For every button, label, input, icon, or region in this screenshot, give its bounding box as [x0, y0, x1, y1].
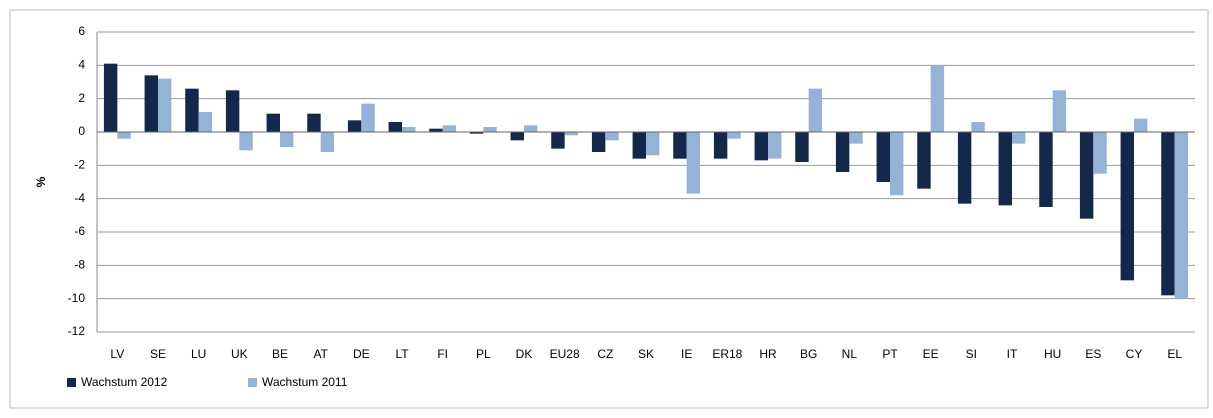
y-tick-label: -2 — [74, 158, 85, 172]
x-tick-label: CZ — [597, 347, 613, 361]
bar — [361, 103, 375, 132]
legend-swatch — [67, 378, 76, 387]
bar — [768, 132, 782, 159]
bar — [1134, 118, 1148, 132]
x-tick-label: ES — [1085, 347, 1101, 361]
bar — [1012, 132, 1026, 144]
x-tick-label: EU28 — [550, 347, 580, 361]
bar — [564, 132, 579, 136]
bar — [225, 90, 240, 132]
x-tick-label: BG — [800, 347, 817, 361]
bar — [402, 127, 416, 132]
bar — [632, 132, 646, 159]
x-tick-label: LT — [395, 347, 409, 361]
bar — [646, 132, 660, 156]
bar — [591, 132, 606, 152]
x-tick-label: SI — [966, 347, 977, 361]
bar — [103, 63, 118, 132]
bar — [795, 132, 809, 162]
legend-swatch — [248, 378, 257, 387]
bar — [835, 132, 850, 172]
bar — [442, 125, 457, 132]
chart-border — [9, 9, 1209, 409]
bar — [1039, 132, 1053, 207]
x-tick-label: PL — [476, 347, 491, 361]
bar — [998, 132, 1012, 206]
x-tick-label: EE — [923, 347, 939, 361]
bar — [266, 113, 280, 132]
bar — [144, 75, 158, 132]
bar — [388, 122, 402, 132]
y-tick-label: 2 — [78, 91, 85, 105]
y-tick-label: 0 — [78, 124, 85, 138]
x-tick-label: HR — [759, 347, 777, 361]
y-axis-label: % — [34, 176, 48, 187]
bar — [930, 65, 945, 132]
x-tick-label: BE — [272, 347, 288, 361]
bar — [876, 132, 890, 182]
bar — [524, 125, 538, 132]
bar — [727, 132, 741, 139]
bar — [280, 132, 294, 147]
bar — [713, 132, 728, 159]
bar — [117, 132, 131, 139]
legend-label: Wachstum 2012 — [81, 375, 168, 389]
bar — [185, 88, 199, 132]
x-tick-label: CY — [1126, 347, 1143, 361]
bar — [971, 122, 985, 132]
x-tick-label: AT — [313, 347, 328, 361]
legend-label: Wachstum 2011 — [262, 375, 348, 389]
x-tick-label: IT — [1007, 347, 1018, 361]
bar — [1174, 132, 1189, 299]
bar — [551, 132, 565, 149]
x-tick-label: IE — [681, 347, 692, 361]
x-tick-label: UK — [231, 347, 248, 361]
bar — [1120, 132, 1134, 281]
bar — [510, 132, 524, 141]
bar — [483, 127, 497, 132]
y-tick-label: -12 — [68, 324, 86, 338]
x-tick-label: SE — [150, 347, 166, 361]
bar — [754, 132, 768, 161]
x-tick-label: EL — [1167, 347, 1182, 361]
y-tick-label: -6 — [74, 224, 85, 238]
bar — [320, 132, 335, 152]
bar — [158, 78, 172, 132]
y-tick-label: -4 — [74, 191, 85, 205]
y-tick-label: 4 — [78, 58, 85, 72]
bar — [1052, 90, 1067, 132]
x-tick-label: DE — [353, 347, 370, 361]
x-tick-label: SK — [638, 347, 654, 361]
bar — [605, 132, 619, 141]
x-tick-label: PT — [882, 347, 898, 361]
x-tick-label: ER18 — [712, 347, 742, 361]
bar — [849, 132, 863, 144]
bar — [1079, 132, 1094, 219]
bar — [307, 113, 321, 132]
bar — [957, 132, 972, 204]
x-tick-label: NL — [842, 347, 858, 361]
x-tick-label: DK — [516, 347, 533, 361]
bar — [673, 132, 687, 159]
x-tick-label: LU — [191, 347, 206, 361]
bar — [239, 132, 253, 151]
y-tick-label: -10 — [68, 291, 86, 305]
bar — [1161, 132, 1175, 296]
bar — [686, 132, 701, 194]
x-tick-label: LV — [110, 347, 124, 361]
bar — [890, 132, 904, 196]
bar — [469, 132, 484, 134]
bar — [1093, 132, 1107, 174]
bar — [198, 112, 213, 132]
y-tick-label: 6 — [78, 24, 85, 38]
x-tick-label: HU — [1044, 347, 1061, 361]
y-tick-label: -8 — [74, 258, 85, 272]
bar — [429, 128, 443, 132]
bar — [347, 120, 362, 132]
x-tick-label: FI — [437, 347, 448, 361]
bar — [917, 132, 931, 189]
bar — [808, 88, 823, 132]
